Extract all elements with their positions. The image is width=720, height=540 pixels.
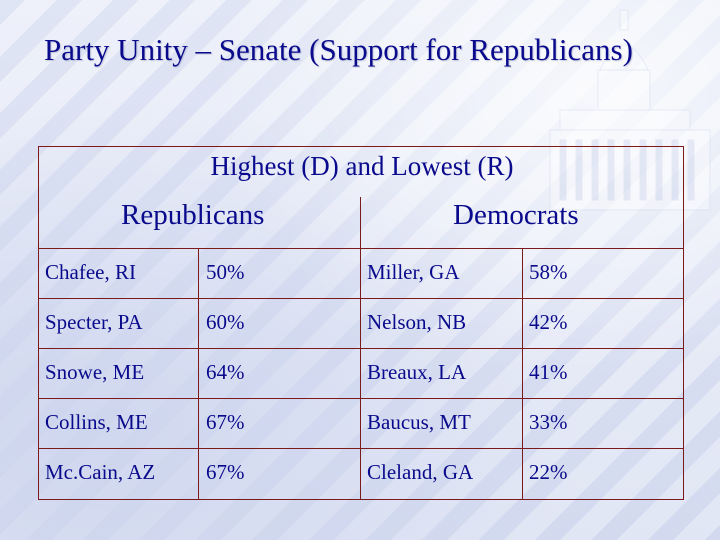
- republican-percent: 50%: [206, 260, 245, 284]
- republican-percent: 67%: [206, 460, 245, 484]
- democrat-name: Miller, GA: [367, 260, 460, 284]
- column-divider: [360, 249, 361, 499]
- senators-table: Highest (D) and Lowest (R) Republicans D…: [38, 146, 684, 500]
- column-header-democrats: Democrats: [453, 199, 579, 231]
- slide-title: Party Unity – Senate (Support for Republ…: [44, 32, 633, 67]
- row-divider: [39, 398, 683, 399]
- democrat-name: Nelson, NB: [367, 310, 467, 334]
- header-rule: [39, 248, 683, 249]
- republican-name: Snowe, ME: [45, 360, 145, 384]
- row-divider: [39, 448, 683, 449]
- democrat-percent: 41%: [529, 360, 568, 384]
- table-subtitle: Highest (D) and Lowest (R): [210, 151, 514, 181]
- democrat-name: Cleland, GA: [367, 460, 474, 484]
- democrat-name: Baucus, MT: [367, 410, 471, 434]
- header-divider: [360, 197, 361, 249]
- republican-name: Mc.Cain, AZ: [45, 460, 156, 484]
- democrat-percent: 58%: [529, 260, 568, 284]
- republican-percent: 60%: [206, 310, 245, 334]
- democrat-percent: 22%: [529, 460, 568, 484]
- row-divider: [39, 298, 683, 299]
- republican-name: Chafee, RI: [45, 260, 136, 284]
- republican-name: Specter, PA: [45, 310, 143, 334]
- republican-name: Collins, ME: [45, 410, 148, 434]
- column-header-republicans: Republicans: [121, 199, 265, 231]
- column-divider: [522, 249, 523, 499]
- republican-percent: 67%: [206, 410, 245, 434]
- republican-percent: 64%: [206, 360, 245, 384]
- democrat-percent: 33%: [529, 410, 568, 434]
- democrat-name: Breaux, LA: [367, 360, 467, 384]
- column-divider: [198, 249, 199, 499]
- row-divider: [39, 348, 683, 349]
- democrat-percent: 42%: [529, 310, 568, 334]
